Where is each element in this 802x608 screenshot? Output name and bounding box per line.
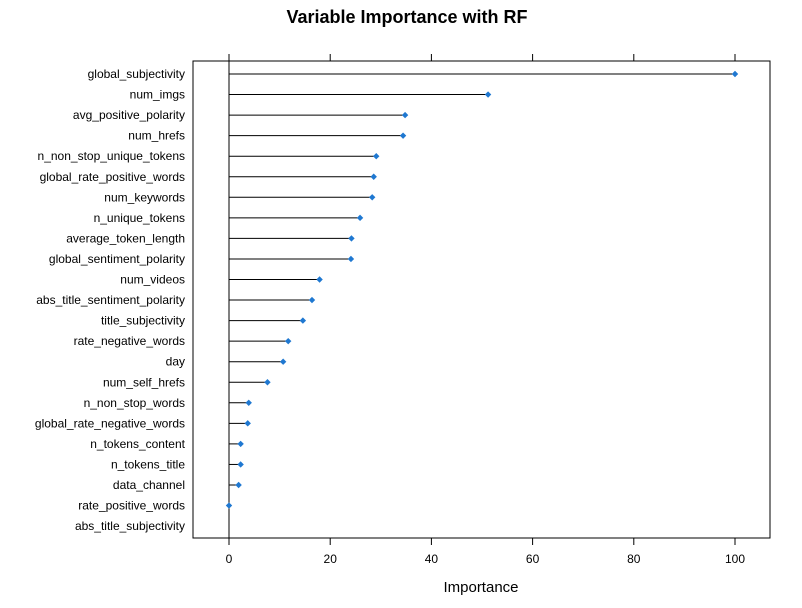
importance-point [316, 276, 323, 283]
y-tick-label: global_rate_negative_words [35, 416, 185, 430]
y-tick-label: global_sentiment_polarity [49, 252, 185, 266]
importance-point [237, 461, 244, 468]
importance-point [264, 379, 271, 386]
importance-point [399, 132, 407, 139]
x-tick-label: 0 [226, 552, 233, 566]
importance-point [235, 481, 242, 489]
y-tick-label: global_rate_positive_words [40, 170, 185, 184]
y-tick-label: num_imgs [130, 88, 185, 102]
x-tick-label: 40 [425, 552, 439, 566]
y-tick-label: num_keywords [104, 190, 185, 204]
importance-point [225, 502, 233, 509]
y-tick-label: n_non_stop_unique_tokens [38, 149, 185, 163]
y-tick-label: title_subjectivity [101, 314, 185, 328]
importance-point [348, 235, 355, 242]
importance-point [299, 317, 307, 324]
y-tick-label: n_non_stop_words [84, 396, 185, 410]
importance-point [401, 111, 409, 119]
y-tick-label: avg_positive_polarity [73, 108, 185, 122]
y-tick-label: num_self_hrefs [103, 375, 185, 389]
importance-point [484, 91, 492, 98]
y-tick-label: num_videos [120, 273, 185, 287]
y-tick-label: rate_positive_words [78, 499, 185, 513]
importance-point [370, 173, 377, 180]
y-tick-label: abs_title_sentiment_polarity [36, 293, 185, 307]
plot-frame [192, 60, 771, 539]
importance-point [245, 399, 252, 406]
importance-point [731, 70, 739, 78]
importance-point [356, 214, 364, 222]
y-tick-label: average_token_length [66, 231, 185, 245]
importance-point [279, 358, 287, 365]
x-tick-label: 60 [526, 552, 540, 566]
importance-point [237, 440, 244, 448]
y-tick-label: global_subjectivity [88, 67, 185, 81]
y-tick-label: day [166, 355, 185, 369]
y-tick-label: abs_title_subjectivity [75, 519, 185, 533]
y-tick-label: n_tokens_title [111, 457, 185, 471]
importance-point [308, 296, 316, 304]
chart-title: Variable Importance with RF [286, 7, 527, 27]
y-tick-label: n_unique_tokens [94, 211, 185, 225]
x-tick-label: 80 [627, 552, 641, 566]
y-tick-label: n_tokens_content [90, 437, 185, 451]
y-tick-label: data_channel [113, 478, 185, 492]
x-tick-label: 100 [725, 552, 745, 566]
y-tick-label: rate_negative_words [74, 334, 185, 348]
importance-point [244, 420, 251, 427]
importance-point [347, 255, 355, 263]
importance-point [373, 153, 380, 160]
x-axis-label: Importance [443, 579, 518, 596]
importance-point [285, 337, 292, 345]
y-tick-label: num_hrefs [128, 129, 185, 143]
x-tick-label: 20 [324, 552, 338, 566]
importance-point [368, 194, 376, 201]
